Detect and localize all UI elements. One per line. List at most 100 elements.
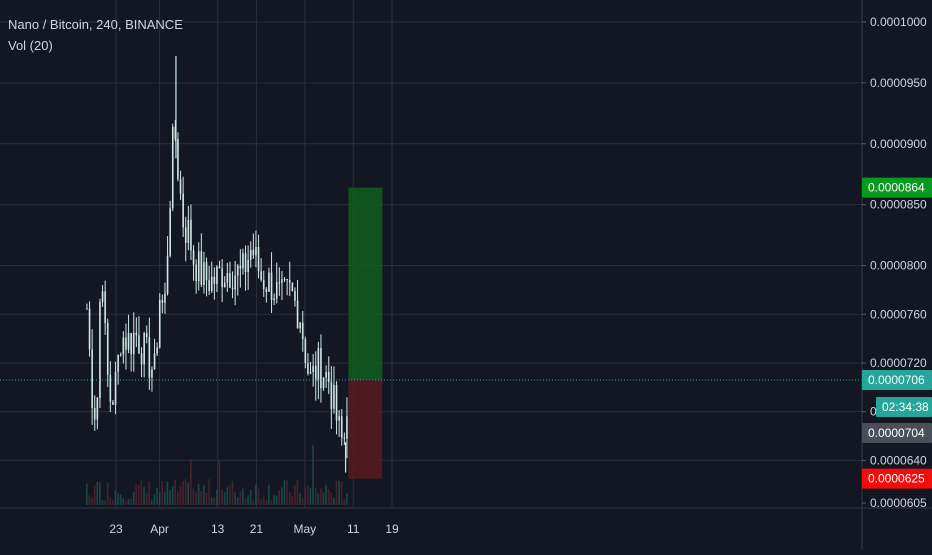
candle-body — [143, 333, 145, 365]
candle-body — [320, 348, 322, 389]
candle-body — [179, 179, 182, 194]
candle-body — [229, 273, 231, 288]
volume-bar — [325, 484, 327, 505]
volume-bar — [190, 459, 192, 505]
volume-bar — [91, 497, 93, 505]
candle-body — [247, 259, 249, 272]
volume-bar — [283, 480, 286, 505]
candle-body — [226, 273, 229, 283]
candle-body — [335, 384, 338, 421]
candle-body — [338, 416, 340, 421]
candle-body — [205, 262, 208, 281]
candle-body — [190, 219, 192, 251]
price-tick-label: 0.0000640 — [870, 453, 927, 467]
candle-body — [148, 337, 151, 378]
candle-body — [156, 347, 158, 354]
volume-bar — [104, 500, 106, 505]
candle-body — [145, 333, 148, 338]
cursor-price-label: 0.0000704 — [868, 426, 925, 440]
candle-body — [208, 280, 210, 291]
volume-bar — [322, 492, 325, 505]
volume-bar — [132, 491, 135, 505]
candle-body — [187, 219, 190, 243]
candle-body — [125, 337, 127, 350]
candle-body — [260, 271, 262, 280]
volume-bar — [236, 497, 239, 505]
candle-body — [164, 293, 166, 303]
target-price-label-badge — [862, 177, 932, 198]
volume-indicator-label[interactable]: Vol (20) — [8, 38, 53, 53]
volume-bar — [242, 488, 244, 505]
candle-body — [296, 300, 299, 329]
volume-bar — [99, 482, 101, 505]
candle-body — [234, 275, 236, 290]
candle-body — [265, 289, 268, 292]
target-zone[interactable] — [348, 187, 383, 381]
volume-bar — [299, 493, 301, 505]
candle-body — [236, 265, 239, 276]
candle-body — [218, 266, 221, 269]
candle-body — [283, 279, 286, 281]
candle-body — [177, 139, 179, 180]
candle-body — [252, 249, 255, 256]
candle-body — [93, 408, 96, 420]
volume-bar — [127, 499, 130, 505]
volume-bar — [218, 460, 221, 505]
volume-bar — [140, 480, 143, 505]
candle-body — [262, 279, 265, 290]
candle-body — [231, 287, 234, 290]
volume-bar — [252, 500, 255, 505]
candle-body — [197, 251, 200, 282]
volume-bar — [86, 483, 88, 505]
candle-body — [91, 349, 93, 409]
volume-bar — [210, 497, 213, 505]
candle-body — [119, 354, 122, 356]
candle-body — [223, 282, 226, 288]
volume-bar — [327, 489, 330, 505]
volume-bar — [294, 485, 296, 505]
candle-body — [299, 322, 301, 329]
stop-zone[interactable] — [348, 380, 383, 479]
candle-body — [307, 363, 309, 374]
volume-bar — [340, 481, 343, 505]
candle-body — [171, 126, 174, 209]
volume-bar — [151, 499, 153, 505]
candle-body — [294, 291, 296, 301]
volume-bar — [88, 495, 91, 505]
volume-bar — [216, 489, 218, 505]
candle-body — [304, 339, 307, 364]
volume-bar — [346, 493, 348, 505]
candle-body — [325, 372, 327, 378]
volume-bar — [273, 494, 275, 505]
volume-bar — [125, 500, 127, 505]
volume-bar — [195, 492, 197, 505]
volume-bar — [130, 498, 132, 505]
chart-legend: Nano / Bitcoin, 240, BINANCE Vol (20) — [8, 14, 183, 56]
volume-bar — [291, 496, 294, 505]
candle-body — [104, 291, 106, 324]
candle-body — [343, 437, 346, 439]
time-tick-label: Apr — [150, 522, 169, 536]
candle-body — [270, 272, 273, 301]
volume-bar — [330, 492, 333, 505]
volume-bar — [229, 484, 231, 505]
volume-bar — [184, 479, 187, 505]
volume-bar — [192, 488, 195, 505]
candle-body — [106, 323, 109, 375]
volume-bar — [275, 495, 278, 505]
volume-bar — [106, 482, 109, 505]
bar-countdown-label: 02:34:38 — [882, 400, 929, 414]
volume-bar — [182, 480, 184, 505]
candle-body — [135, 332, 138, 336]
volume-bar — [179, 485, 182, 505]
volume-bar — [301, 497, 304, 505]
volume-bar — [169, 490, 171, 505]
symbol-title[interactable]: Nano / Bitcoin, 240, BINANCE — [8, 17, 183, 32]
volume-bar — [268, 484, 270, 505]
volume-bar — [221, 489, 223, 505]
volume-bar — [288, 491, 291, 505]
time-tick-label: May — [294, 522, 317, 536]
candle-body — [132, 332, 135, 355]
